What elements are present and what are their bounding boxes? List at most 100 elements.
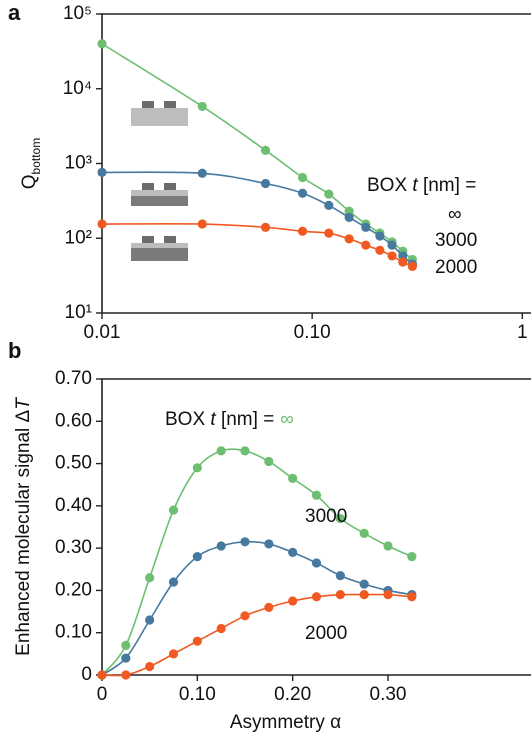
data-point: [97, 219, 107, 229]
legend-title: BOX t [nm] = ∞: [165, 409, 294, 430]
series-name: ∞: [280, 409, 294, 430]
y-tick-label: 0.40: [55, 495, 92, 516]
data-point: [240, 537, 250, 547]
data-point: [192, 552, 202, 562]
x-tick-label: 1: [517, 322, 528, 343]
data-point: [383, 541, 393, 551]
data-point: [121, 640, 131, 651]
icon-ridge: [164, 236, 176, 243]
data-point: [240, 446, 250, 456]
data-point: [387, 240, 397, 250]
data-point: [260, 178, 271, 189]
y-tick-label: 0.10: [55, 622, 92, 643]
series-name: 2000: [435, 257, 477, 278]
icon-slab: [131, 190, 188, 196]
y-tick-label: 0.70: [55, 368, 92, 389]
icon-ridge: [142, 101, 154, 108]
data-point: [383, 590, 393, 600]
data-point: [197, 219, 207, 229]
icon-slab: [131, 108, 188, 126]
x-tick-label: 0.10: [294, 322, 331, 343]
data-point: [192, 463, 202, 473]
data-point: [145, 615, 155, 625]
data-point: [121, 653, 131, 663]
panel-label: b: [8, 338, 21, 363]
data-point: [97, 39, 107, 49]
chart-panel: b 0 0.10 0.20 0.30 0.40 0.50 0.60 0.70 0 0.10 0.20 0…: [8, 338, 531, 733]
icon-substrate: [131, 248, 188, 261]
data-point: [297, 226, 308, 236]
data-point: [216, 541, 226, 551]
y-tick-label: 10²: [65, 227, 92, 248]
y-axis-label-sub: bottom: [29, 138, 43, 175]
icon-ridge: [142, 236, 154, 243]
legend-title-part: [nm] =: [216, 409, 275, 430]
legend-title-part: BOX: [165, 409, 210, 430]
data-point: [97, 670, 107, 680]
data-point: [359, 528, 369, 538]
legend-title-part: t: [412, 175, 418, 196]
data-point: [375, 245, 385, 255]
data-point: [260, 222, 271, 232]
data-point: [361, 222, 371, 232]
y-axis-label-italic: T: [13, 397, 34, 410]
data-point: [297, 188, 308, 198]
y-tick-label: 10⁴: [63, 78, 92, 99]
data-point: [260, 145, 271, 155]
data-point: [407, 552, 417, 562]
data-point: [335, 590, 345, 600]
series-name: ∞: [448, 204, 462, 225]
data-point: [407, 592, 417, 602]
series-name: 3000: [305, 506, 347, 527]
icon-slab: [131, 243, 188, 248]
data-point: [145, 661, 155, 672]
y-tick-label: 10³: [65, 153, 92, 174]
data-point: [324, 228, 334, 238]
legend-title-part: [nm] =: [418, 175, 477, 196]
data-point: [311, 592, 322, 602]
data-point: [264, 456, 274, 467]
data-point: [375, 231, 385, 241]
x-tick-label: 0.20: [274, 684, 311, 705]
data-point: [359, 590, 369, 600]
series-line: [101, 540, 412, 676]
data-point: [344, 234, 354, 244]
x-axis-label: Asymmetry α: [230, 712, 341, 733]
legend-title: BOX t [nm] =: [367, 175, 476, 196]
data-point: [344, 212, 354, 223]
legend-title-part: t: [210, 409, 216, 430]
data-point: [335, 571, 345, 581]
data-point: [240, 611, 250, 621]
series-name: 3000: [435, 230, 477, 251]
data-point: [324, 189, 334, 199]
y-axis-label-main: Q: [19, 174, 40, 189]
data-point: [121, 670, 131, 680]
icon-substrate: [131, 196, 188, 206]
data-point: [197, 168, 207, 178]
data-point: [288, 473, 298, 483]
data-point: [407, 261, 418, 272]
y-tick-label: 0.20: [55, 579, 92, 600]
data-point: [168, 505, 179, 515]
icon-ridge: [164, 183, 176, 190]
data-point: [168, 649, 179, 659]
data-point: [387, 251, 397, 261]
panel-label: a: [8, 0, 21, 25]
data-point: [335, 513, 345, 524]
icon-ridge: [164, 101, 176, 108]
data-point: [197, 101, 207, 112]
icon-ridge: [142, 183, 154, 190]
data-point: [359, 579, 369, 589]
y-tick-label: 0.50: [55, 453, 92, 474]
data-point: [398, 257, 408, 267]
data-point: [288, 596, 298, 606]
y-tick-label: 10⁵: [63, 3, 92, 24]
data-point: [311, 490, 322, 500]
y-axis-label: Enhanced molecular signal ΔT: [13, 397, 34, 656]
x-tick-label: 0.30: [370, 684, 407, 705]
data-point: [216, 623, 226, 634]
y-axis-label: Qbottom: [19, 138, 43, 189]
series-name: 2000: [305, 623, 347, 644]
y-tick-label: 0.60: [55, 410, 92, 431]
